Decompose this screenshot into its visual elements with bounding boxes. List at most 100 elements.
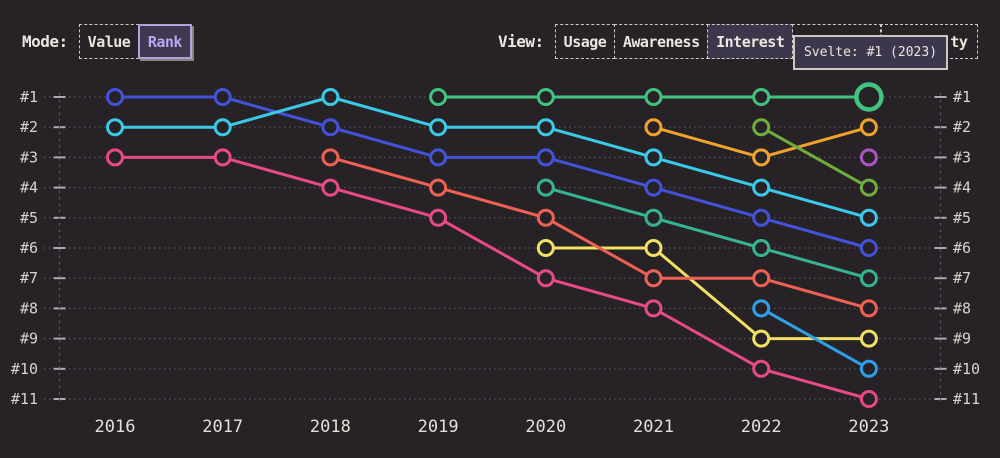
rank-label-left: #4 [20, 179, 38, 197]
tooltip-text: Svelte: #1 (2023) [803, 45, 938, 60]
data-point[interactable] [859, 329, 878, 348]
rank-label-left: #2 [20, 118, 38, 136]
rank-label-right: #4 [953, 179, 971, 197]
data-point[interactable] [321, 118, 340, 137]
view-label: View: [498, 32, 544, 51]
data-point[interactable] [536, 148, 555, 167]
data-point[interactable] [536, 269, 555, 288]
data-point[interactable] [752, 148, 771, 167]
rank-label-left: #1 [20, 88, 38, 106]
data-point[interactable] [644, 178, 663, 197]
rank-label-right: #2 [953, 118, 971, 136]
data-point[interactable] [859, 178, 878, 197]
rank-label-right: #7 [953, 269, 971, 287]
data-point[interactable] [429, 178, 448, 197]
series-line-unknown-sky-blue [759, 306, 871, 371]
series-line-unknown-olive [759, 125, 871, 190]
data-point[interactable] [429, 148, 448, 167]
data-point[interactable] [859, 299, 878, 318]
data-point[interactable] [321, 148, 340, 167]
data-point[interactable] [752, 208, 771, 227]
data-point[interactable] [859, 118, 878, 137]
data-point[interactable] [321, 178, 340, 197]
data-point[interactable] [859, 390, 878, 408]
data-point[interactable] [536, 178, 555, 197]
series-line-unknown-royal-blue [113, 95, 871, 250]
year-label: 2017 [202, 417, 243, 437]
view-button-usage[interactable]: Usage [554, 24, 616, 59]
data-point[interactable] [213, 118, 232, 137]
data-point[interactable] [106, 118, 124, 137]
series-line-unknown-salmon [328, 155, 871, 310]
rank-label-left: #5 [20, 209, 38, 227]
data-point[interactable] [752, 329, 771, 348]
rank-label-left: #6 [20, 239, 38, 257]
data-point[interactable] [536, 118, 555, 137]
data-point[interactable] [644, 299, 663, 318]
rank-label-right: #10 [953, 360, 980, 378]
data-point-hovered[interactable] [854, 82, 884, 112]
rank-label-left: #11 [11, 390, 38, 408]
data-point[interactable] [213, 148, 232, 167]
series-line-unknown-teal [544, 186, 871, 280]
rank-label-right: #9 [953, 330, 971, 348]
data-point[interactable] [536, 88, 555, 106]
rank-label-left: #9 [20, 330, 38, 348]
data-point[interactable] [106, 148, 124, 167]
data-point[interactable] [752, 88, 771, 106]
mode-control: Mode: Value Rank [22, 24, 192, 59]
data-point[interactable] [321, 88, 340, 106]
series-line-unknown-cyan [113, 95, 871, 220]
data-point[interactable] [859, 148, 878, 167]
rank-label-right: #11 [953, 390, 980, 408]
year-label: 2020 [525, 417, 566, 437]
data-point[interactable] [213, 88, 232, 106]
mode-button-value[interactable]: Value [78, 24, 140, 59]
data-point[interactable] [429, 118, 448, 137]
series-line-unknown-pink [113, 155, 871, 401]
data-point[interactable] [644, 239, 663, 257]
rank-label-left: #7 [20, 269, 38, 287]
data-point[interactable] [752, 239, 771, 257]
view-button-awareness[interactable]: Awareness [613, 24, 709, 59]
data-point[interactable] [644, 118, 663, 137]
year-label: 2019 [418, 417, 459, 437]
data-point[interactable] [859, 208, 878, 227]
data-point[interactable] [536, 208, 555, 227]
data-point[interactable] [536, 239, 555, 257]
year-label: 2021 [633, 417, 674, 437]
mode-button-rank[interactable]: Rank [137, 24, 192, 59]
data-point[interactable] [429, 88, 448, 106]
data-point[interactable] [752, 359, 771, 378]
data-point[interactable] [752, 118, 771, 137]
data-point[interactable] [429, 208, 448, 227]
data-point[interactable] [859, 269, 878, 288]
view-button-interest[interactable]: Interest [707, 24, 794, 59]
data-point[interactable] [752, 299, 771, 318]
data-point[interactable] [859, 239, 878, 257]
rank-label-right: #3 [953, 148, 971, 166]
mode-label: Mode: [22, 32, 68, 51]
data-point[interactable] [859, 359, 878, 378]
data-point[interactable] [644, 208, 663, 227]
year-label: 2018 [310, 417, 351, 437]
data-point[interactable] [752, 178, 771, 197]
data-point[interactable] [644, 88, 663, 106]
year-label: 2023 [848, 417, 889, 437]
rank-label-right: #6 [953, 239, 971, 257]
rank-label-right: #1 [953, 88, 971, 106]
rank-label-left: #8 [20, 299, 38, 317]
year-label: 2022 [741, 417, 782, 437]
rank-label-left: #10 [11, 360, 38, 378]
data-point[interactable] [752, 269, 771, 288]
rank-label-right: #5 [953, 209, 971, 227]
data-point[interactable] [106, 88, 124, 106]
rank-label-left: #3 [20, 148, 38, 166]
data-point[interactable] [644, 269, 663, 288]
hover-tooltip: Svelte: #1 (2023) [793, 35, 948, 70]
data-point[interactable] [644, 148, 663, 167]
rank-label-right: #8 [953, 299, 971, 317]
view-control: View: Usage Awareness Interest ty [498, 24, 979, 59]
